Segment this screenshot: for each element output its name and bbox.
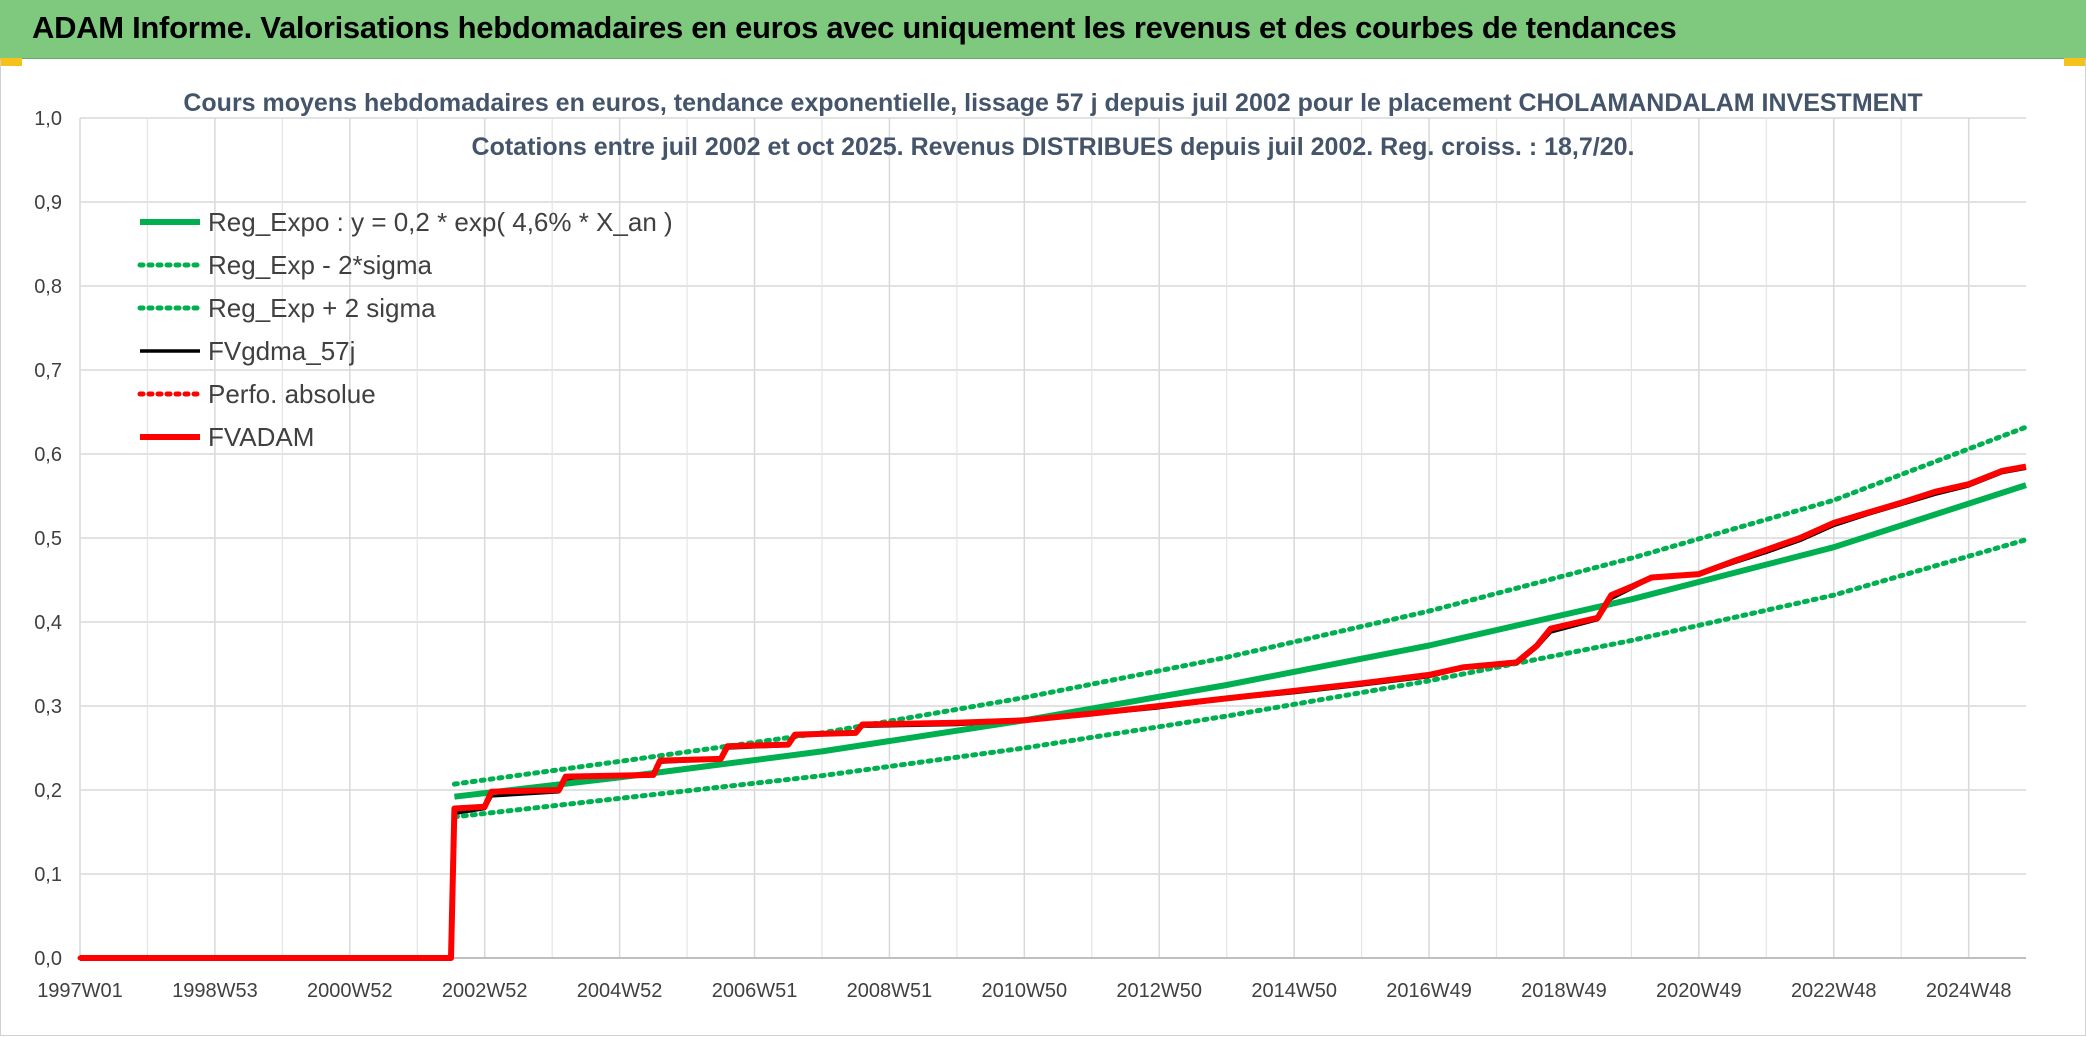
y-axis-ticks: 0,0 0,1 0,2 0,3 0,4 0,5 0,6 0,7 0,8 0,9 1,0 — [34, 108, 62, 970]
x-tick-label: 2004W52 — [577, 980, 663, 1002]
x-tick-label: 2012W50 — [1116, 980, 1202, 1002]
y-tick-label: 0,8 — [34, 276, 62, 298]
x-tick-label: 2024W48 — [1926, 980, 2012, 1002]
legend-label-1: Reg_Exp - 2*sigma — [208, 250, 433, 280]
series-line-2 — [451, 424, 2029, 787]
series-lines — [77, 424, 2029, 961]
y-tick-label: 1,0 — [34, 108, 62, 130]
x-tick-label: 2014W50 — [1251, 980, 1337, 1002]
series-line-0 — [454, 482, 2027, 800]
corner-marker-right — [2064, 58, 2086, 66]
x-tick-label: 2020W49 — [1656, 980, 1742, 1002]
corner-marker-left — [0, 58, 22, 66]
y-tick-label: 0,0 — [34, 948, 62, 970]
x-tick-label: 2002W52 — [442, 980, 528, 1002]
chart-title: Cours moyens hebdomadaires en euros, ten… — [183, 89, 1922, 117]
legend-label-2: Reg_Exp + 2 sigma — [208, 293, 436, 323]
legend: Reg_Expo : y = 0,2 * exp( 4,6% * X_an ) R… — [137, 207, 673, 452]
y-tick-label: 0,3 — [34, 696, 62, 718]
y-tick-label: 0,6 — [34, 444, 62, 466]
chart-subtitle: Cotations entre juil 2002 et oct 2025. R… — [472, 133, 1635, 161]
grid-lines — [79, 117, 2026, 959]
y-tick-label: 0,5 — [34, 528, 62, 550]
series-line-5 — [80, 463, 2027, 961]
x-tick-label: 2022W48 — [1791, 980, 1877, 1002]
x-axis-ticks: 1997W01 1998W53 2000W52 2002W52 2004W52 2006W… — [37, 980, 2011, 1002]
legend-label-4: Perfo. absolue — [208, 379, 376, 409]
y-tick-label: 0,1 — [34, 864, 62, 886]
report-banner: ADAM Informe. Valorisations hebdomadaire… — [0, 0, 2086, 59]
y-tick-label: 0,9 — [34, 192, 62, 214]
y-tick-label: 0,4 — [34, 612, 62, 634]
legend-label-0: Reg_Expo : y = 0,2 * exp( 4,6% * X_an ) — [208, 207, 673, 237]
legend-label-3: FVgdma_57j — [208, 336, 355, 366]
x-tick-label: 2018W49 — [1521, 980, 1607, 1002]
report-title: ADAM Informe. Valorisations hebdomadaire… — [32, 10, 1677, 45]
x-tick-label: 2006W51 — [712, 980, 798, 1002]
legend-label-5: FVADAM — [208, 422, 314, 452]
x-tick-label: 2016W49 — [1386, 980, 1472, 1002]
x-tick-label: 1997W01 — [37, 980, 123, 1002]
series-line-1 — [451, 537, 2029, 820]
x-tick-label: 2010W50 — [982, 980, 1068, 1002]
x-tick-label: 2000W52 — [307, 980, 393, 1002]
y-tick-label: 0,2 — [34, 780, 62, 802]
x-tick-label: 2008W51 — [847, 980, 933, 1002]
x-tick-label: 1998W53 — [172, 980, 258, 1002]
y-tick-label: 0,7 — [34, 360, 62, 382]
